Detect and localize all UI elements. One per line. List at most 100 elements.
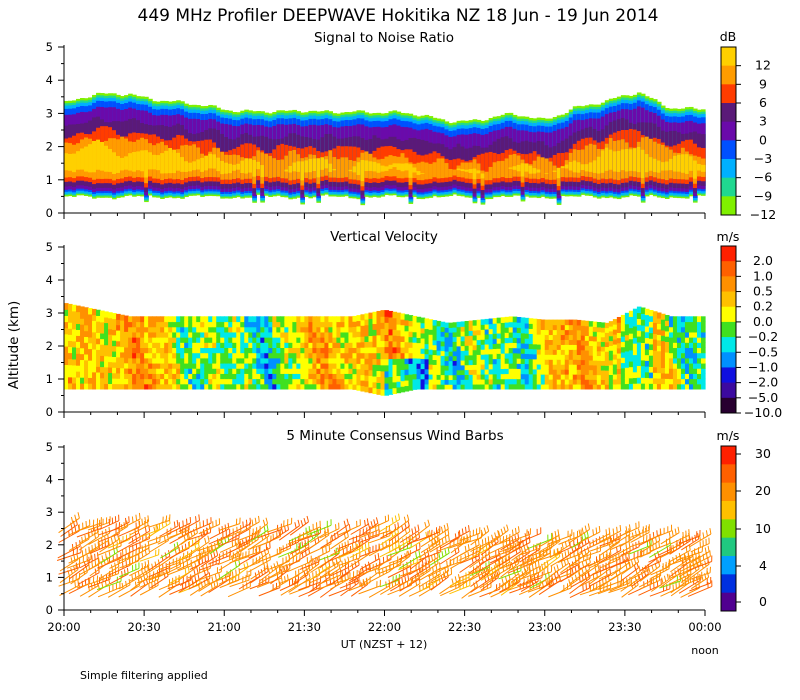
vv-cell <box>200 378 205 385</box>
vv-cell <box>424 373 430 380</box>
vv-cell <box>184 383 189 390</box>
vv-cell <box>172 352 177 359</box>
wind-barb-staff <box>368 585 391 598</box>
vv-cell <box>124 315 129 322</box>
wind-barb-tick <box>108 551 111 558</box>
vv-cell <box>376 322 382 330</box>
wind-barb-staff <box>89 545 109 554</box>
vv-cell <box>648 321 654 328</box>
wind-barb-staff <box>117 518 141 531</box>
vv-cell <box>120 367 125 374</box>
vv-cell <box>332 331 338 338</box>
vv-cell <box>316 373 321 380</box>
vv-cell <box>472 349 478 356</box>
vv-cell <box>184 316 189 323</box>
vv-cell <box>244 373 249 380</box>
vv-cell <box>244 326 249 333</box>
vv-cell <box>644 348 650 356</box>
vv-cell <box>528 343 534 350</box>
vv-cell <box>528 338 534 345</box>
vv-cell <box>220 378 225 385</box>
vv-cell <box>288 342 293 349</box>
vv-cell <box>248 337 253 343</box>
vv-cell <box>476 359 482 365</box>
wind-barb-staff <box>99 566 120 580</box>
vv-cell <box>520 383 526 390</box>
vv-cell <box>672 373 678 380</box>
vv-cell <box>676 373 682 380</box>
vv-cell <box>260 378 265 385</box>
vv-cell <box>128 378 133 385</box>
snr-cell <box>76 151 81 170</box>
vv-cell <box>580 374 586 380</box>
vv-cell <box>304 337 309 343</box>
vv-cell <box>636 312 642 319</box>
vv-cell <box>88 365 93 373</box>
vv-cell <box>320 326 326 333</box>
vv-cell <box>452 346 458 352</box>
vv-cell <box>284 383 289 390</box>
vv-cell <box>312 337 317 343</box>
vv-cell <box>696 362 702 369</box>
snr-cell <box>436 158 442 179</box>
vv-cell <box>112 323 117 330</box>
vv-cell <box>180 321 185 328</box>
vv-cell <box>356 357 362 364</box>
wind-barb-staff <box>330 578 349 590</box>
vv-cell <box>632 325 638 333</box>
snr-cell <box>116 156 121 173</box>
vv-cell <box>308 321 313 328</box>
vv-cell <box>600 341 606 347</box>
vv-cell <box>600 365 606 371</box>
vv-cell <box>484 323 490 330</box>
vv-cell <box>580 344 586 351</box>
vv-cell <box>300 316 305 323</box>
vv-cell <box>652 377 658 384</box>
vv-cell <box>548 364 554 370</box>
vv-cell <box>152 331 157 338</box>
vv-cell <box>572 339 578 345</box>
vv-cell <box>428 339 434 345</box>
wind-barb-tick <box>266 524 269 531</box>
vv-cell <box>220 331 225 338</box>
main-title: 449 MHz Profiler DEEPWAVE Hokitika NZ 18… <box>138 6 659 26</box>
vv-cell <box>464 320 470 327</box>
vv-cell <box>488 353 494 360</box>
vv-cell <box>580 325 586 331</box>
wind-barb-tick <box>269 553 271 560</box>
vv-cell <box>360 347 366 354</box>
vv-cell <box>452 327 458 333</box>
wind-barb-tick <box>107 539 110 546</box>
vv-cell <box>512 342 518 349</box>
wind-barb-tick <box>388 538 391 545</box>
vv-cell <box>428 383 434 390</box>
vv-cell <box>120 314 125 321</box>
vv-cell <box>64 303 69 310</box>
vv-cell <box>384 316 390 323</box>
vv-cell <box>592 321 598 327</box>
wind-barb-tick <box>208 572 211 579</box>
vv-cell <box>548 324 554 331</box>
vv-cell <box>68 364 73 372</box>
wind-barb-tick <box>138 512 141 519</box>
wind-barb-tick <box>347 573 349 580</box>
vv-cell <box>132 362 137 369</box>
vv-cell <box>216 316 221 323</box>
vv-cell <box>68 346 73 354</box>
vv-cell <box>588 335 594 342</box>
vv-cell <box>656 372 662 379</box>
vv-cell <box>668 357 674 364</box>
vv-cell <box>124 326 129 332</box>
vv-cell <box>64 333 69 341</box>
vv-cell <box>80 353 85 361</box>
wind-barb-staff <box>200 554 218 568</box>
vv-cell <box>620 330 626 337</box>
vv-cell <box>576 339 582 346</box>
vv-cell <box>648 343 654 351</box>
vv-cell <box>612 368 618 375</box>
wind-barb-staff <box>189 583 209 596</box>
vv-cell <box>700 342 706 349</box>
vv-cell <box>688 331 694 338</box>
vv-cell <box>164 383 169 390</box>
vv-cell <box>116 351 121 358</box>
